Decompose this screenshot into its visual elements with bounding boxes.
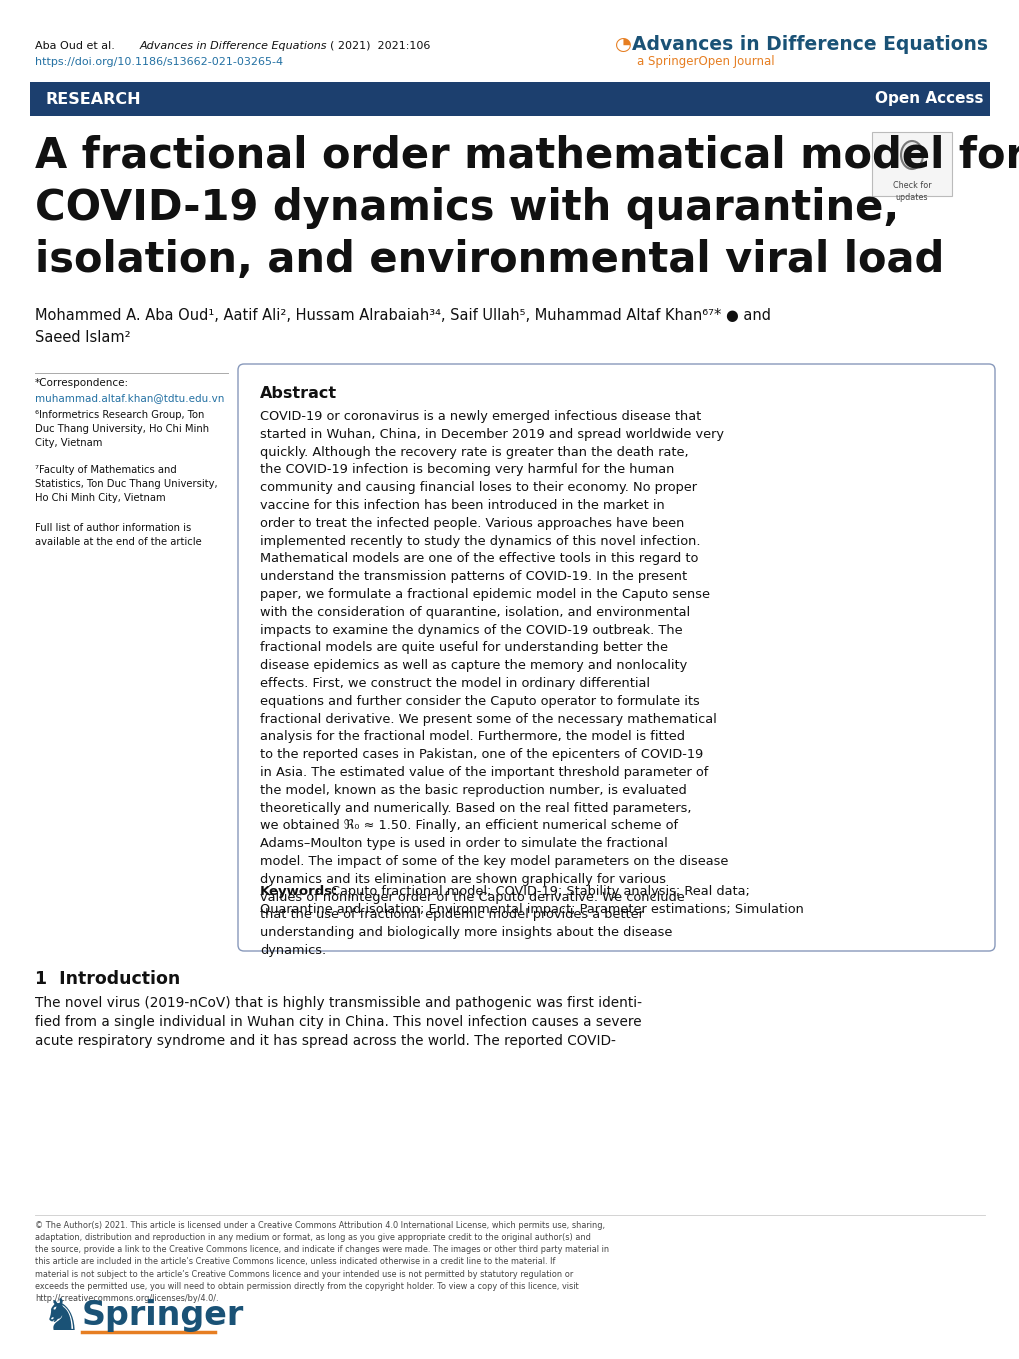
Ellipse shape (900, 141, 922, 169)
Text: https://doi.org/10.1186/s13662-021-03265-4: https://doi.org/10.1186/s13662-021-03265… (35, 57, 283, 67)
Text: Keywords:: Keywords: (260, 885, 338, 898)
Text: RESEARCH: RESEARCH (46, 91, 142, 106)
Text: a SpringerOpen Journal: a SpringerOpen Journal (637, 56, 773, 68)
Text: ⁶Informetrics Research Group, Ton
Duc Thang University, Ho Chi Minh
City, Vietna: ⁶Informetrics Research Group, Ton Duc Th… (35, 410, 209, 448)
Text: *Correspondence:: *Correspondence: (35, 378, 129, 389)
Text: The novel virus (2019-nCoV) that is highly transmissible and pathogenic was firs: The novel virus (2019-nCoV) that is high… (35, 996, 641, 1010)
Text: isolation, and environmental viral load: isolation, and environmental viral load (35, 239, 944, 281)
Text: Full list of author information is
available at the end of the article: Full list of author information is avail… (35, 523, 202, 548)
Text: Quarantine and isolation; Environmental impact; Parameter estimations; Simulatio: Quarantine and isolation; Environmental … (260, 902, 803, 916)
Text: ♞: ♞ (42, 1296, 82, 1340)
Bar (30, 82, 989, 116)
Text: Advances in Difference Equations: Advances in Difference Equations (632, 34, 987, 53)
Text: COVID-19 dynamics with quarantine,: COVID-19 dynamics with quarantine, (35, 188, 899, 230)
Text: Springer: Springer (82, 1299, 244, 1333)
Text: 1  Introduction: 1 Introduction (35, 970, 180, 988)
Text: COVID-19 or coronavirus is a newly emerged infectious disease that
started in Wu: COVID-19 or coronavirus is a newly emerg… (260, 410, 728, 957)
Text: Aba Oud et al.: Aba Oud et al. (35, 41, 118, 52)
Text: Abstract: Abstract (260, 386, 337, 401)
FancyBboxPatch shape (237, 364, 994, 951)
FancyBboxPatch shape (871, 132, 951, 196)
Text: Check for
updates: Check for updates (892, 181, 930, 201)
Text: ⁷Faculty of Mathematics and
Statistics, Ton Duc Thang University,
Ho Chi Minh Ci: ⁷Faculty of Mathematics and Statistics, … (35, 465, 217, 503)
Text: Caputo fractional model; COVID-19; Stability analysis; Real data;: Caputo fractional model; COVID-19; Stabi… (331, 885, 749, 898)
Text: Open Access: Open Access (874, 91, 983, 106)
Text: © The Author(s) 2021. This article is licensed under a Creative Commons Attribut: © The Author(s) 2021. This article is li… (35, 1220, 608, 1303)
Text: Saeed Islam²: Saeed Islam² (35, 330, 130, 345)
Text: ( 2021)  2021:106: ( 2021) 2021:106 (330, 41, 430, 52)
Text: acute respiratory syndrome and it has spread across the world. The reported COVI: acute respiratory syndrome and it has sp… (35, 1034, 615, 1048)
Text: fied from a single individual in Wuhan city in China. This novel infection cause: fied from a single individual in Wuhan c… (35, 1015, 641, 1029)
Text: ◔: ◔ (614, 34, 632, 53)
Text: Mohammed A. Aba Oud¹, Aatif Ali², Hussam Alrabaiah³⁴, Saif Ullah⁵, Muhammad Alta: Mohammed A. Aba Oud¹, Aatif Ali², Hussam… (35, 308, 770, 323)
Text: Advances in Difference Equations: Advances in Difference Equations (140, 41, 327, 52)
Text: muhammad.altaf.khan@tdtu.edu.vn: muhammad.altaf.khan@tdtu.edu.vn (35, 393, 224, 404)
Text: A fractional order mathematical model for: A fractional order mathematical model fo… (35, 135, 1019, 177)
